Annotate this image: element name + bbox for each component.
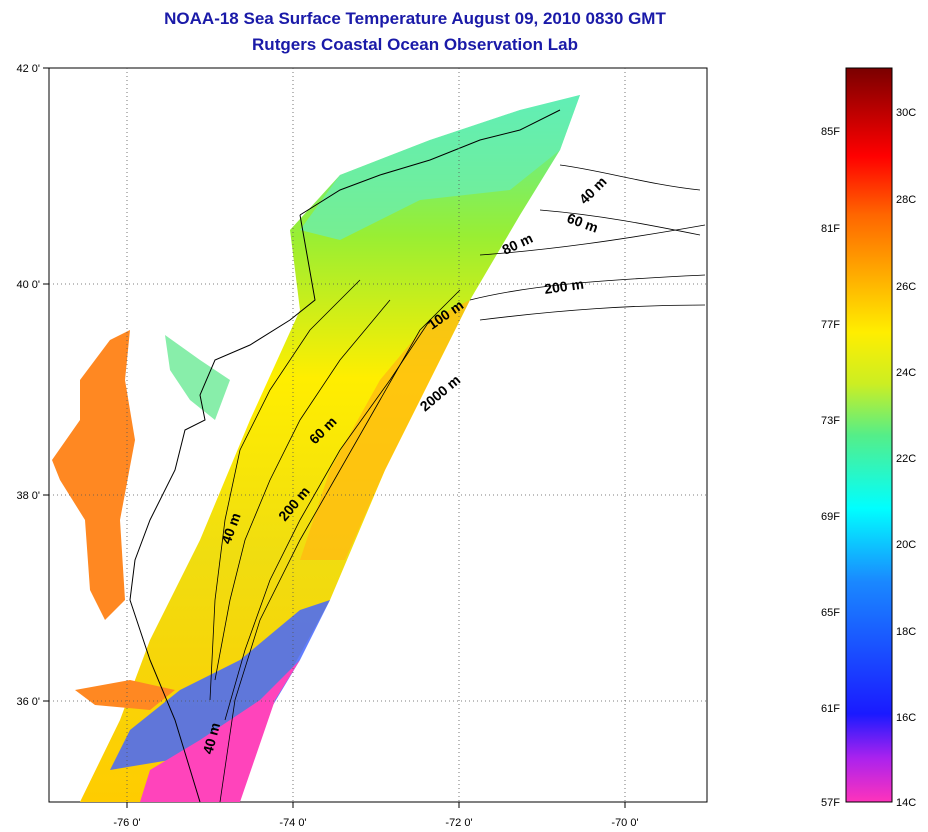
colorbar-celsius-label: 18C [896,626,916,638]
chesapeake-bay-sst [52,330,135,620]
colorbar-celsius-label: 24C [896,367,916,379]
isobath-deep [219,289,461,802]
lon-tick-label: -74 0' [279,817,306,829]
colorbar-fahrenheit-label: 69F [821,511,840,523]
warm-offshore-zone [300,300,470,560]
delaware-bay-sst [165,335,230,420]
graticule [49,68,707,802]
lat-tick-label: 40 0' [16,279,40,291]
cool-north-zone [300,95,580,240]
map-title: NOAA-18 Sea Surface Temperature August 0… [164,9,666,28]
colorbar-fahrenheit-label: 85F [821,126,840,138]
lat-tick-label: 42 0' [16,63,40,75]
colorbar-fahrenheit-label: 77F [821,319,840,331]
coldest-water-zone [140,660,300,802]
coastline [129,214,316,802]
isobath-label: 40 m [199,721,223,756]
lat-tick-label: 38 0' [16,490,40,502]
colorbar-celsius-label: 14C [896,797,916,809]
map-subtitle: Rutgers Coastal Ocean Observation Lab [252,35,578,54]
colorbar-fahrenheit-label: 81F [821,223,840,235]
lon-tick-label: -72 0' [445,817,472,829]
lat-tick-label: 36 0' [16,696,40,708]
colorbar-celsius-label: 26C [896,281,916,293]
colorbar-celsius-label: 20C [896,539,916,551]
sound-sst [75,680,175,710]
cold-water-zone [110,600,330,770]
colorbar-celsius-label: 28C [896,194,916,206]
sst-swath [80,95,580,802]
colorbar [845,67,893,803]
colorbar-celsius-label: 22C [896,453,916,465]
colorbar-celsius-label: 16C [896,712,916,724]
colorbar-fahrenheit-label: 61F [821,703,840,715]
isobath-label: 200 m [543,276,585,297]
colorbar-celsius-label: 30C [896,107,916,119]
colorbar-fahrenheit-label: 73F [821,415,840,427]
lon-tick-label: -76 0' [113,817,140,829]
colorbar-fahrenheit-label: 65F [821,607,840,619]
lon-tick-label: -70 0' [611,817,638,829]
colorbar-fahrenheit-label: 57F [821,797,840,809]
long-island-coast [299,109,561,216]
